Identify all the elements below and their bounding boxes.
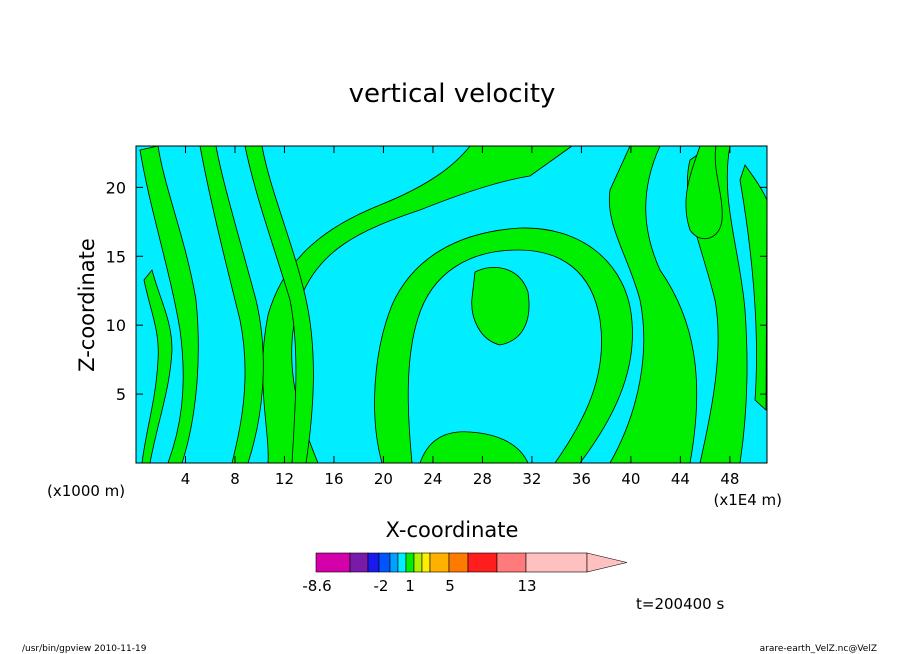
chart-title: vertical velocity xyxy=(349,79,556,109)
y-tick-label: 10 xyxy=(106,316,126,335)
colorbar-swatch xyxy=(496,552,527,573)
colorbar-swatch xyxy=(448,552,469,573)
colorbar-extend-arrow xyxy=(586,552,628,573)
x-axis: 4 8 12 16 20 24 28 32 36 40 44 48 xyxy=(181,146,739,488)
colorbar-tick-label: 5 xyxy=(445,577,455,595)
x-tick-label: 24 xyxy=(423,470,442,488)
colorbar-swatch xyxy=(405,552,415,573)
x-tick-label: 48 xyxy=(720,470,739,488)
contour-regions xyxy=(139,145,768,464)
contour-region xyxy=(739,164,768,411)
contour-region xyxy=(141,269,173,464)
x-axis-title: X-coordinate xyxy=(386,518,519,542)
footer-right: arare-earth_VelZ.nc@VelZ xyxy=(760,644,877,654)
y-tick-label: 5 xyxy=(116,385,126,404)
x-tick-label: 32 xyxy=(522,470,541,488)
contour-region xyxy=(685,145,723,240)
y-axis: 5 10 15 20 xyxy=(106,178,767,404)
colorbar-swatch xyxy=(349,552,369,573)
footer-left: /usr/bin/gpview 2010-11-19 xyxy=(22,644,147,654)
colorbar-swatch xyxy=(467,552,498,573)
contour-region xyxy=(471,267,530,346)
colorbar-swatch xyxy=(315,552,351,573)
x-tick-label: 28 xyxy=(473,470,492,488)
time-label: t=200400 s xyxy=(636,595,724,613)
x-tick-label: 44 xyxy=(671,470,690,488)
x-tick-label: 12 xyxy=(275,470,294,488)
x-tick-label: 8 xyxy=(230,470,240,488)
colorbar-swatch xyxy=(525,552,588,573)
colorbar-tick-label: -2 xyxy=(374,577,389,595)
x-tick-label: 40 xyxy=(621,470,640,488)
colorbar xyxy=(315,552,628,573)
y-axis-title: Z-coordinate xyxy=(75,238,99,372)
contour-region xyxy=(419,431,529,464)
x-unit-right: (x1E4 m) xyxy=(713,491,782,509)
plot-frame xyxy=(135,145,768,464)
colorbar-swatch xyxy=(397,552,407,573)
x-tick-label: 16 xyxy=(324,470,343,488)
colorbar-swatch xyxy=(413,552,423,573)
colorbar-swatch xyxy=(367,552,380,573)
colorbar-labels: -8.6 -2 1 5 13 xyxy=(302,577,536,595)
colorbar-tick-label: 13 xyxy=(517,577,536,595)
colorbar-swatch xyxy=(429,552,450,573)
colorbar-tick-label: -8.6 xyxy=(302,577,331,595)
colorbar-swatch xyxy=(378,552,391,573)
x-tick-label: 36 xyxy=(572,470,591,488)
x-tick-label: 4 xyxy=(181,470,191,488)
colorbar-tick-label: 1 xyxy=(405,577,415,595)
colorbar-swatch xyxy=(389,552,399,573)
x-unit-left: (x1000 m) xyxy=(47,482,125,500)
x-tick-label: 20 xyxy=(374,470,393,488)
colorbar-swatch xyxy=(421,552,431,573)
y-tick-label: 20 xyxy=(106,178,126,197)
y-tick-label: 15 xyxy=(106,247,126,266)
